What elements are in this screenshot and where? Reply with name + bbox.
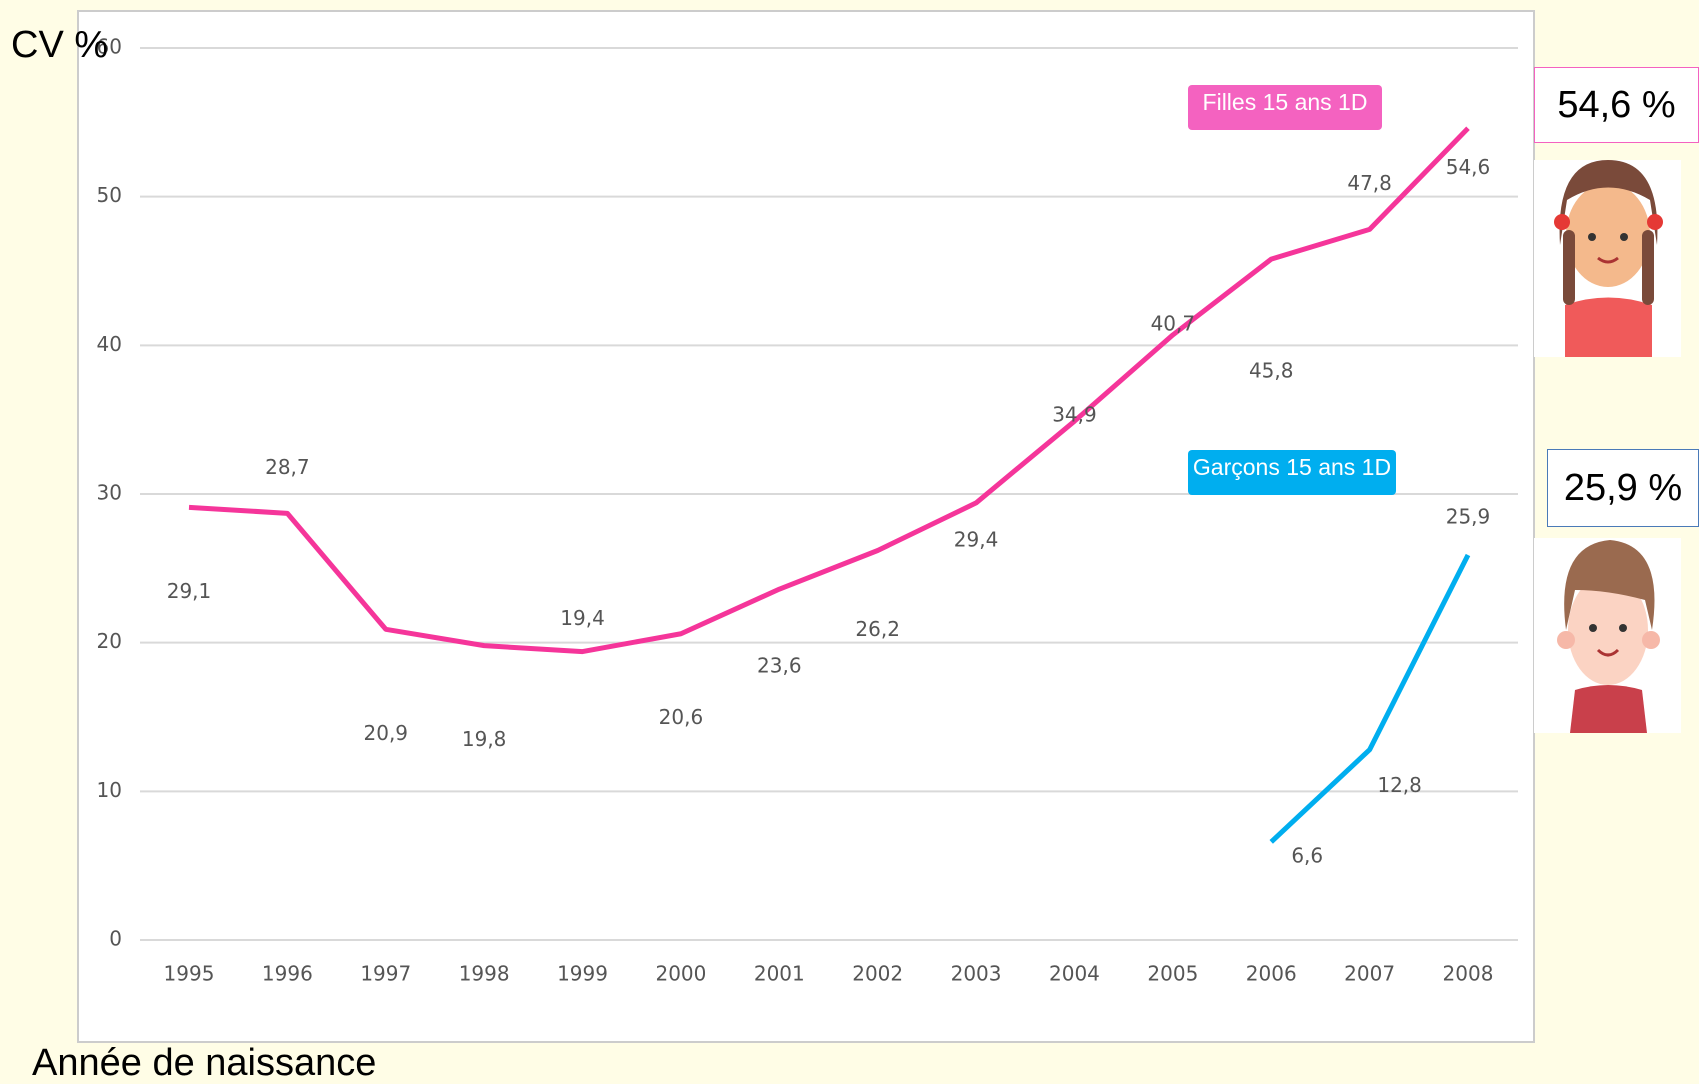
line-series [188,126,1470,655]
y-tick-label: 10 [97,778,122,802]
x-tick-label: 2002 [852,962,903,986]
data-label: 19,4 [560,606,605,630]
legend-entry: Filles 15 ans 1D [1188,85,1382,130]
y-tick-label: 0 [109,927,122,951]
plot-frame [77,10,1535,1043]
girl-avatar [1534,160,1681,357]
data-label: 23,6 [757,654,802,678]
x-tick-label: 2008 [1443,962,1494,986]
data-label: 54,6 [1446,155,1491,179]
data-label: 6,6 [1291,843,1323,867]
x-tick-label: 1999 [557,962,608,986]
callout: 54,6 % [1534,67,1699,143]
callout: 25,9 % [1547,449,1699,527]
x-tick-label: 2007 [1344,962,1395,986]
data-label: 25,9 [1446,504,1491,528]
data-label: 12,8 [1377,773,1422,797]
data-label: 29,1 [167,579,212,603]
x-tick-label: 2006 [1246,962,1297,986]
data-label: 45,8 [1249,359,1294,383]
legend-entry: Garçons 15 ans 1D [1188,450,1396,495]
y-axis-title: CV % [11,24,109,66]
data-label: 19,8 [462,727,507,751]
boy-avatar [1534,538,1681,733]
y-tick-label: 60 [97,35,122,59]
y-tick-label: 20 [97,629,122,653]
x-tick-label: 2001 [754,962,805,986]
line-series [1269,553,1471,844]
data-label: 29,4 [954,527,999,551]
data-label: 47,8 [1347,171,1392,195]
x-tick-label: 2003 [951,962,1002,986]
x-axis-title: Année de naissance [32,1042,377,1084]
data-label: 34,9 [1052,403,1097,427]
grid: 0 10 20 30 40 50 60 1995 1996 1997 1998 1999 2000 200… [97,35,1518,986]
data-label: 26,2 [855,617,900,641]
x-tick-label: 2005 [1147,962,1198,986]
x-tick-label: 1998 [459,962,510,986]
y-tick-label: 50 [97,183,122,207]
y-tick-label: 30 [97,481,122,505]
data-label: 28,7 [265,455,310,479]
x-tick-label: 1996 [262,962,313,986]
x-tick-label: 2000 [655,962,706,986]
marks: 29,1 28,7 20,9 19,8 19,4 20,6 23,6 26,2 29,4 34,9… [167,126,1491,867]
data-label: 20,6 [659,705,704,729]
x-tick-label: 2004 [1049,962,1100,986]
x-tick-label: 1997 [360,962,411,986]
data-label: 40,7 [1151,311,1196,335]
data-label: 20,9 [364,721,409,745]
x-tick-label: 1995 [164,962,215,986]
y-tick-label: 40 [97,332,122,356]
